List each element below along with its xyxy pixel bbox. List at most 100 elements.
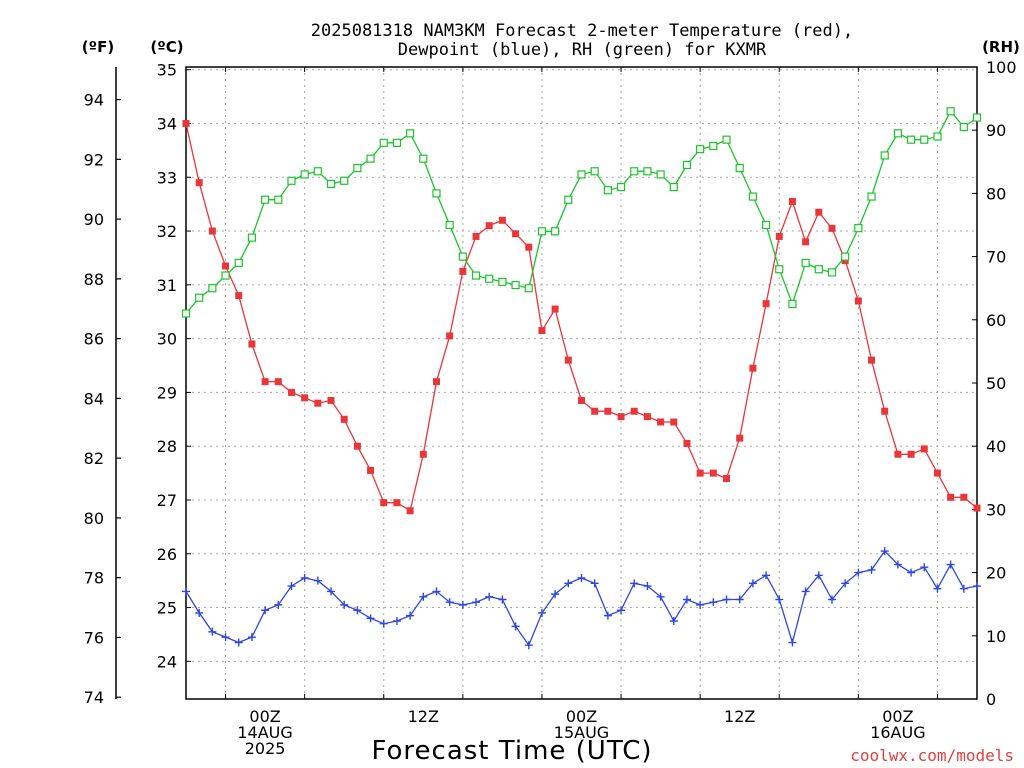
tick-label-celsius: 24 [157,652,177,671]
data-point-dewpoint [551,590,560,599]
data-point-rh [735,164,744,173]
data-point-dewpoint [722,595,731,604]
data-point-temperature [749,364,757,372]
data-point-rh [801,258,810,268]
tick-label-celsius: 33 [157,168,177,187]
data-point-rh [893,129,903,138]
data-point-dewpoint [814,571,823,580]
data-point-temperature [274,378,282,386]
data-point-temperature [446,332,454,340]
data-point-dewpoint [762,571,771,580]
data-point-rh [933,132,942,141]
data-point-dewpoint [247,633,256,642]
data-point-rh [946,107,955,116]
data-point-rh [709,141,718,151]
data-point-temperature [182,119,190,127]
data-point-dewpoint [669,617,678,626]
data-point-dewpoint [854,568,863,577]
data-point-dewpoint [709,598,718,607]
tick-label-rh: 90 [986,121,1006,140]
data-point-rh [577,170,586,179]
series-dewpoint [182,547,981,650]
data-point-dewpoint [682,595,691,604]
data-point-dewpoint [893,560,902,569]
data-point-temperature [802,238,810,246]
data-point-rh [761,220,771,230]
data-point-dewpoint [920,563,929,572]
data-point-temperature [762,300,770,308]
tick-label-fahrenheit: 78 [84,569,104,588]
data-point-temperature [881,407,889,415]
tick-label-celsius: 26 [157,545,177,564]
tick-label-fahrenheit: 86 [84,330,104,349]
tick-label-fahrenheit: 84 [84,389,104,408]
data-point-temperature [643,413,651,421]
data-point-rh [972,113,982,122]
data-point-rh [854,224,863,233]
tick-label-rh: 100 [986,58,1017,77]
data-point-rh [682,160,692,170]
data-point-dewpoint [696,600,705,609]
data-point-rh [590,167,599,176]
data-point-temperature [525,243,533,251]
unit-label-fahrenheit: (ºF) [82,38,114,56]
data-point-dewpoint [867,565,876,574]
data-point-temperature [432,378,440,386]
data-point-rh [208,284,217,293]
data-point-dewpoint [195,608,204,617]
data-point-rh [406,129,415,138]
grid-lines [186,67,977,699]
tick-label-time: 00Z [249,707,280,726]
data-point-temperature [512,230,520,238]
data-point-dewpoint [933,584,942,593]
data-point-temperature [657,418,665,426]
tick-label-celsius: 25 [157,599,177,618]
data-point-dewpoint [973,582,981,591]
data-point-dewpoint [432,587,441,596]
data-point-temperature [472,232,480,240]
data-point-temperature [591,407,599,415]
tick-label-rh: 20 [986,564,1006,583]
data-point-rh [959,122,968,132]
data-point-temperature [868,356,876,364]
data-point-rh [906,135,916,144]
data-point-temperature [709,469,717,477]
data-point-dewpoint [841,579,850,588]
data-point-rh [841,252,850,261]
series-layer [181,107,982,650]
data-point-dewpoint [656,592,665,601]
tick-label-celsius: 28 [157,437,177,456]
data-point-rh [366,154,375,163]
tick-label-fahrenheit: 92 [84,150,104,169]
data-point-dewpoint [603,611,612,620]
data-point-dewpoint [261,606,270,615]
data-point-dewpoint [630,579,639,588]
data-point-temperature [235,292,243,300]
data-point-temperature [947,493,955,501]
data-point-temperature [960,493,968,501]
data-point-temperature [933,469,941,477]
data-point-rh [564,195,573,204]
data-point-rh [788,299,797,309]
data-point-dewpoint [617,606,626,615]
tick-label-rh: 70 [986,248,1006,267]
data-point-dewpoint [221,633,230,642]
data-point-temperature [894,450,902,458]
data-point-rh [603,186,612,195]
data-point-temperature [498,216,506,224]
data-point-rh [827,268,837,277]
data-point-temperature [670,418,678,426]
tick-label-celsius: 29 [157,383,177,402]
data-point-rh [419,154,428,163]
data-point-temperature [564,356,572,364]
data-point-rh [656,170,665,179]
data-point-temperature [815,208,823,216]
data-point-rh [234,258,243,268]
data-point-temperature [287,388,295,396]
chart-title-line2: Dewpoint (blue), RH (green) for KXMR [398,40,767,60]
data-point-rh [287,176,296,185]
data-point-temperature [340,415,348,423]
data-point-temperature [419,450,427,458]
tick-label-rh: 40 [986,437,1006,456]
